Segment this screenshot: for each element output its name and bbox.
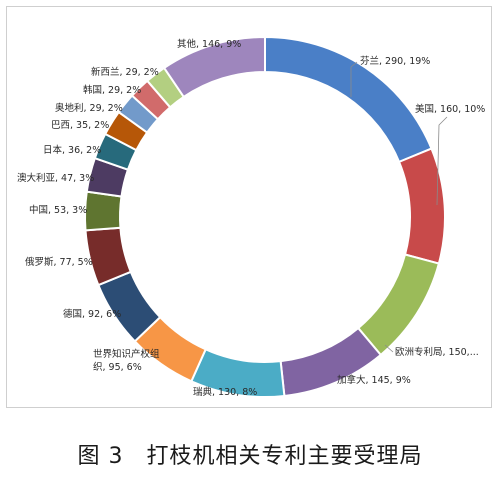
leader-line-2 [436, 116, 448, 206]
slice-label-7: 德国, 92, 6% [63, 308, 121, 320]
slice-label-5: 瑞典, 130, 8% [193, 386, 257, 398]
slice-label-3: 欧洲专利局, 150,... [395, 346, 479, 358]
chart-frame: 芬兰, 290, 19% 美国, 160, 10% 欧洲专利局, 150,... 加拿… [6, 6, 492, 408]
donut-slice-9 [84, 190, 123, 232]
donut-slice-3 [356, 253, 441, 357]
leader-line-1 [350, 61, 358, 97]
slice-label-11: 日本, 36, 2% [43, 144, 101, 156]
slice-label-12: 巴西, 35, 2% [51, 120, 109, 131]
slice-label-6: 世界知识产权组织, 95, 6% [93, 348, 160, 373]
slice-label-16: 其他, 146, 9% [177, 38, 241, 50]
slice-label-2: 美国, 160, 10% [415, 103, 485, 115]
slice-label-1: 芬兰, 290, 19% [360, 55, 430, 67]
slice-label-8: 俄罗斯, 77, 5% [25, 256, 93, 268]
slice-label-9: 中国, 53, 3% [29, 204, 87, 216]
leader-line-3 [384, 344, 394, 353]
slice-label-13: 奥地利, 29, 2% [55, 102, 123, 114]
slice-label-10: 澳大利亚, 47, 3% [17, 172, 94, 184]
figure-caption: 图 3 打枝机相关专利主要受理局 [77, 444, 423, 469]
donut-slice-16 [162, 35, 266, 99]
slice-label-4: 加拿大, 145, 9% [337, 374, 411, 386]
slice-label-14: 韩国, 29, 2% [83, 84, 141, 96]
slice-label-15: 新西兰, 29, 2% [91, 66, 159, 78]
donut-chart: 芬兰, 290, 19% 美国, 160, 10% 欧洲专利局, 150,... 加拿… [17, 35, 485, 398]
